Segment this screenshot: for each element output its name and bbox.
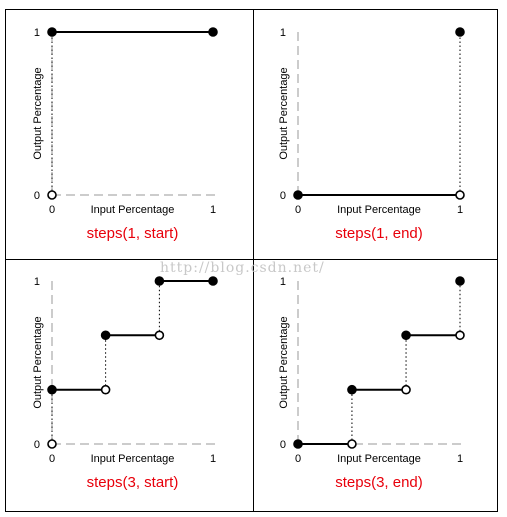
filled-point xyxy=(455,276,465,286)
y-tick-label: 1 xyxy=(280,27,286,39)
y-tick-label: 1 xyxy=(34,27,40,39)
x-axis-label: Input Percentage xyxy=(91,204,175,216)
x-tick-label: 0 xyxy=(295,453,301,465)
caption: steps(3, end) xyxy=(335,474,423,491)
filled-point xyxy=(293,439,303,449)
y-axis-label: Output Percentage xyxy=(278,67,290,159)
y-tick-label: 1 xyxy=(34,276,40,288)
y-axis-label: Output Percentage xyxy=(278,316,290,408)
y-tick-label: 0 xyxy=(280,190,286,202)
x-axis-label: Input Percentage xyxy=(91,453,175,465)
filled-point xyxy=(154,276,165,286)
open-point xyxy=(47,190,57,200)
watermark: http://blog.csdn.net/ xyxy=(160,260,325,276)
open-point xyxy=(47,439,57,449)
caption: steps(1, end) xyxy=(335,225,423,242)
y-tick-label: 0 xyxy=(34,190,40,202)
filled-point xyxy=(455,27,465,37)
caption: steps(1, start) xyxy=(87,225,179,242)
y-tick-label: 0 xyxy=(280,439,286,451)
filled-point xyxy=(293,190,303,200)
y-tick-label: 1 xyxy=(280,276,286,288)
y-axis-label: Output Percentage xyxy=(32,316,44,408)
open-point xyxy=(455,330,465,341)
plot-steps-3-end: 0 1 0 1 Input Percentage Output Percentage ste… xyxy=(278,276,465,491)
figure-frame xyxy=(5,9,498,512)
filled-point xyxy=(47,384,57,395)
open-point xyxy=(455,190,465,200)
x-tick-label: 1 xyxy=(457,204,463,216)
filled-point xyxy=(347,384,357,395)
filled-point xyxy=(208,276,218,286)
x-tick-label: 1 xyxy=(210,204,216,216)
open-point xyxy=(401,384,411,395)
open-point xyxy=(347,439,357,449)
y-axis-label: Output Percentage xyxy=(32,67,44,159)
plot-steps-1-start: 0 1 0 1 Input Percentage Output Percentage ste… xyxy=(32,27,218,242)
caption: steps(3, start) xyxy=(87,474,179,491)
x-tick-label: 0 xyxy=(49,204,55,216)
x-tick-label: 1 xyxy=(457,453,463,465)
x-axis-label: Input Percentage xyxy=(337,453,421,465)
plot-steps-1-end: 0 1 0 1 Input Percentage Output Percentage ste… xyxy=(278,27,465,242)
open-point xyxy=(100,384,111,395)
y-tick-label: 0 xyxy=(34,439,40,451)
x-axis-label: Input Percentage xyxy=(337,204,421,216)
filled-point xyxy=(401,330,411,341)
open-point xyxy=(154,330,165,341)
x-tick-label: 0 xyxy=(49,453,55,465)
x-tick-label: 0 xyxy=(295,204,301,216)
filled-point xyxy=(47,27,57,37)
x-tick-label: 1 xyxy=(210,453,216,465)
filled-point xyxy=(208,27,218,37)
plot-steps-3-start: 0 1 0 1 Input Percentage Output Percentage ste… xyxy=(32,276,218,491)
filled-point xyxy=(100,330,111,341)
